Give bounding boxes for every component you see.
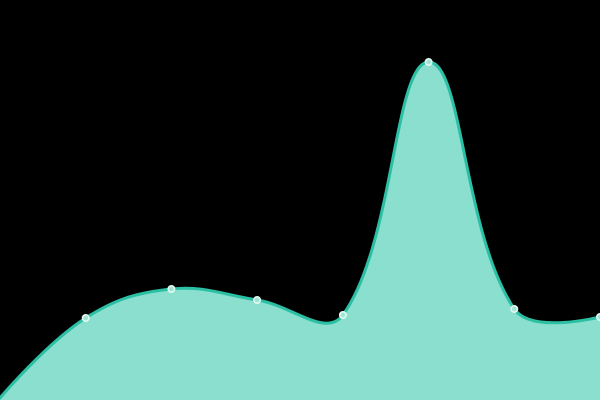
points-group: [81, 57, 600, 322]
data-point-marker[interactable]: [81, 313, 90, 322]
data-point-marker[interactable]: [424, 57, 433, 66]
data-point-marker[interactable]: [338, 310, 347, 319]
data-point-marker[interactable]: [253, 295, 262, 304]
area-fill-path: [0, 61, 600, 400]
data-point-marker[interactable]: [167, 284, 176, 293]
line-path: [0, 60, 600, 400]
data-point-marker[interactable]: [510, 304, 519, 313]
